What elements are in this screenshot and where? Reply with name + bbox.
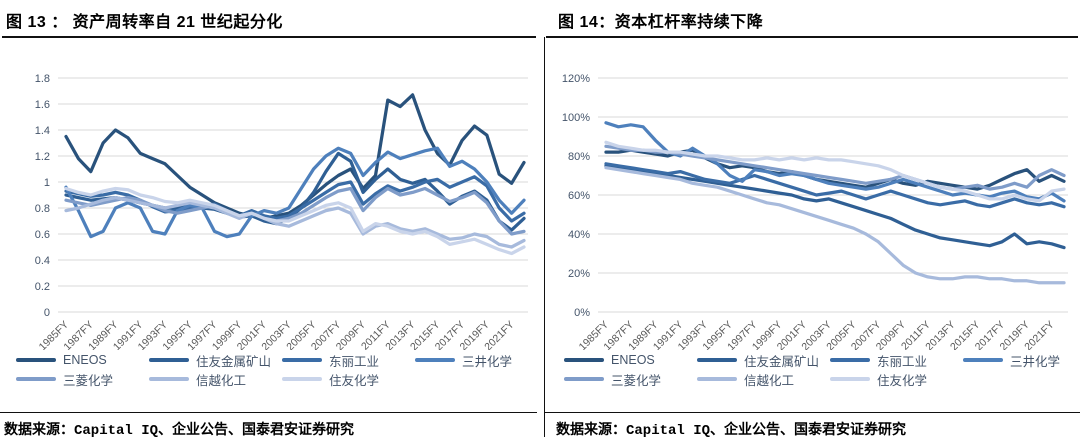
legend-item-toray: 东丽工业 [282,352,415,369]
legend-item-eneos: ENEOS [564,352,697,368]
series-line-shin-etsu [64,195,526,249]
legend-item-sumitomo-metal-mining: 住友金属矿山 [697,352,830,369]
x-axis-tick-labels: 1985FY1987FY1989FY1991FY1993FY1995FY1997… [37,319,517,350]
svg-text:40%: 40% [568,229,590,241]
gridlines [58,77,528,313]
legend-line-swatch [564,358,604,362]
figure-13-source-note: 数据来源：Capital IQ、企业公告、国泰君安证券研究 [4,423,355,439]
svg-text:0%: 0% [574,307,590,319]
y-axis-tick-labels: 0% 20% 40% 60% 80% 100% 120% [562,73,590,319]
legend-label: 三井化学 [1010,354,1061,369]
svg-text:20%: 20% [568,268,590,280]
y-axis-tick-labels: 0 0.2 0.4 0.6 0.8 1 1.2 1.4 1.6 1.8 [35,73,50,319]
legend-label: 住友化学 [877,373,928,388]
legend-line-swatch [415,358,455,362]
legend-item-mitsubishi-chemical: 三菱化学 [564,371,697,388]
legend-item-mitsui-chemicals: 三井化学 [963,352,1080,369]
figure-14-title-rule [546,36,1078,38]
svg-text:0.2: 0.2 [35,281,50,293]
legend-label: 信越化工 [196,373,247,388]
svg-text:1.6: 1.6 [35,99,50,111]
series-line-mitsui-chemicals [64,146,526,239]
series-line-sumitomo-chemical [64,186,526,256]
svg-text:1.2: 1.2 [35,151,50,163]
legend-label: 信越化工 [744,373,795,388]
legend-line-swatch [830,377,870,381]
figure-14-title: 图 14：资本杠杆率持续下降 [558,14,764,31]
legend-item-sumitomo-metal-mining: 住友金属矿山 [149,352,282,369]
legend-line-swatch [149,358,189,362]
legend-item-shin-etsu: 信越化工 [149,371,282,388]
x-axis-tick-labels: 1985FY1987FY1989FY1991FY1993FY1995FY1997… [577,319,1057,350]
legend-label: 住友金属矿山 [744,354,820,369]
legend-label: 三菱化学 [63,373,114,388]
legend-label: 三菱化学 [611,373,662,388]
series-line-toray [604,162,1066,209]
legend-label: 三井化学 [462,354,513,369]
series-line-sumitomo-chemical [604,140,1066,203]
svg-text:1.8: 1.8 [35,73,50,85]
figure-14-line-chart: 0% 20% 40% 60% 80% 100% 120% 1985FY1987FY1989FY… [562,73,1068,350]
legend-label: 住友金属矿山 [196,354,272,369]
legend-line-swatch [282,377,322,381]
legend-label: ENEOS [611,353,655,367]
legend-item-mitsui-chemicals: 三井化学 [415,352,532,369]
legend-line-swatch [16,358,56,362]
legend-line-swatch [697,377,737,381]
svg-text:1.4: 1.4 [35,125,50,137]
figure-13-line-chart: 0 0.2 0.4 0.6 0.8 1 1.2 1.4 1.6 1.8 1985FY1987FY19… [35,73,528,350]
svg-text:0.4: 0.4 [35,255,50,267]
legend-line-swatch [830,358,870,362]
legend-item-sumitomo-chemical: 住友化学 [282,371,415,388]
panel-divider [544,37,545,437]
legend-item-sumitomo-chemical: 住友化学 [830,371,963,388]
svg-text:60%: 60% [568,190,590,202]
figure-14-legend: ENEOS 住友金属矿山 东丽工业 三井化学三菱化学 信越化工 住友化学 [564,352,1080,388]
legend-label: 东丽工业 [877,354,928,369]
legend-item-toray: 东丽工业 [830,352,963,369]
legend-item-shin-etsu: 信越化工 [697,371,830,388]
svg-text:120%: 120% [562,73,590,85]
legend-item-eneos: ENEOS [16,352,149,368]
figure-13-title: 图 13 ： 资产周转率自 21 世纪起分化 [6,14,283,31]
legend-line-swatch [16,377,56,381]
series-line-sumitomo-metal-mining [604,164,1066,250]
legend-line-swatch [149,377,189,381]
figure-14-source-rule [544,412,1080,413]
legend-label: 住友化学 [329,373,380,388]
figure-14-panel: 图 14：资本杠杆率持续下降 0% 20% 40% 60% 80% 100% 120% 198… [540,0,1080,448]
series-line-mitsubishi-chemical [64,186,526,236]
figure-13-source-rule [0,412,537,413]
legend-line-swatch [697,358,737,362]
figure-13-title-rule [2,36,536,38]
legend-line-swatch [963,358,1003,362]
legend-label: 东丽工业 [329,354,380,369]
svg-text:0: 0 [44,307,50,319]
figure-14-source-note: 数据来源：Capital IQ、企业公告、国泰君安证券研究 [556,423,907,439]
series-line-mitsubishi-chemical [604,144,1066,191]
legend-line-swatch [282,358,322,362]
legend-label: ENEOS [63,353,107,367]
svg-text:0.8: 0.8 [35,203,50,215]
figure-13-legend: ENEOS 住友金属矿山 东丽工业 三井化学三菱化学 信越化工 住友化学 [16,352,532,388]
svg-text:0.6: 0.6 [35,229,50,241]
svg-text:100%: 100% [562,112,590,124]
legend-item-mitsubishi-chemical: 三菱化学 [16,371,149,388]
svg-text:80%: 80% [568,151,590,163]
legend-line-swatch [564,377,604,381]
figure-13-panel: 图 13 ： 资产周转率自 21 世纪起分化 0 0.2 0.4 0.6 0.8 1 1.2… [0,14,537,439]
series-line-shin-etsu [604,166,1066,285]
svg-text:1: 1 [44,177,50,189]
